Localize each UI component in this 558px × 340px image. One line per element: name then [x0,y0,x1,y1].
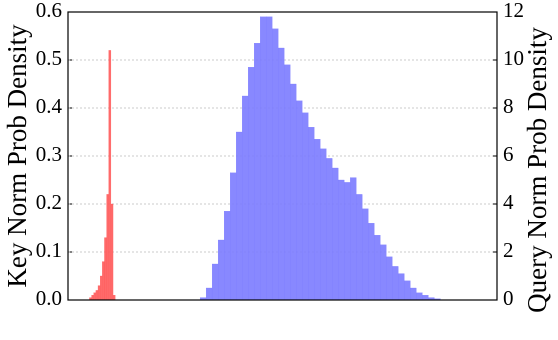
histogram-bar [100,275,103,301]
histogram-bar [230,172,237,301]
histogram-bar [296,100,303,301]
histogram-bar [392,266,399,301]
histogram-bar [260,16,267,301]
y-axis-label: Key Norm Prob Density [2,24,32,288]
histogram-bar [356,194,363,301]
histogram-bar [248,67,255,301]
histogram-bar [314,139,321,301]
y-tick-label: 0.0 [36,286,62,310]
histogram-bar [108,50,112,301]
histogram-bar [410,287,417,301]
histogram-bar [326,158,333,301]
histogram-bar [266,16,273,301]
histogram-bar [398,273,405,301]
histogram-bar [205,287,213,301]
histogram-bar [104,237,107,301]
y-tick-label: 0.1 [36,238,62,262]
histogram-bar [97,285,101,301]
y2-tick-label: 6 [503,142,514,166]
y2-tick-label: 12 [503,0,524,22]
histogram-bar [106,194,109,301]
histogram-bar [236,131,243,301]
histogram-bar [368,223,375,301]
histogram-bar [211,263,219,301]
histogram-bar [362,208,369,301]
y-tick-label: 0.3 [36,142,62,166]
histogram-bar [332,167,339,301]
y2-axis-label: Query Norm Prob Density [522,27,552,313]
histogram-bar [416,292,423,301]
y-tick-label: 0.2 [36,190,62,214]
y2-tick-label: 2 [503,238,514,262]
y-tick-label: 0.4 [36,94,63,118]
histogram-bar [308,127,315,301]
histogram-bar [380,244,387,301]
histogram-bar [91,295,94,301]
histogram-bar [422,295,429,301]
histogram-bar [93,292,97,301]
histogram-bar [278,47,285,301]
histogram-bar [254,43,261,301]
histogram-bar [386,256,393,301]
y-tick-label: 0.6 [36,0,62,22]
plot-frame [67,11,498,301]
histogram-bar [404,280,411,301]
histogram-bar [242,95,249,301]
histogram-bar [110,203,114,301]
y-tick-label: 0.5 [36,46,62,70]
y2-tick-label: 10 [503,46,524,70]
histogram-bar [350,177,357,301]
histogram-bar [217,239,225,301]
histogram-bar [302,112,309,301]
histogram-bar [284,64,291,301]
histogram-bar [102,261,105,301]
histogram-bar [290,83,297,301]
histogram-bar [95,290,99,301]
histogram-bar [344,182,351,301]
histogram-bar [320,148,327,301]
histogram-bar [374,235,381,301]
histogram-bar [224,211,231,301]
y2-tick-label: 0 [503,286,514,310]
y2-tick-label: 4 [503,190,514,214]
y2-tick-label: 8 [503,94,514,118]
histogram-bar [112,295,116,301]
histogram-bar [338,179,345,301]
histogram-bar [272,28,279,301]
